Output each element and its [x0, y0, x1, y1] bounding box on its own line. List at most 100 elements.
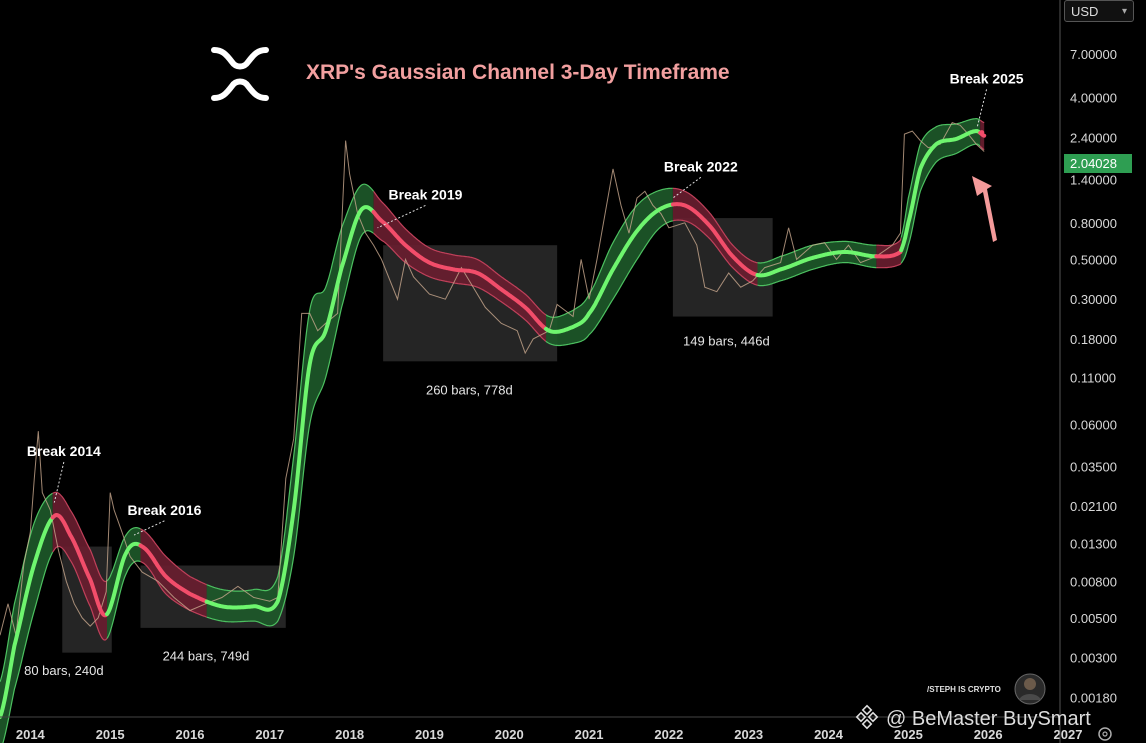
lower-band-line — [876, 262, 902, 269]
y-tick-label: 0.80000 — [1070, 216, 1117, 231]
y-tick-label: 0.00500 — [1070, 611, 1117, 626]
annotation-pointer — [976, 89, 988, 129]
y-tick-label: 7.00000 — [1070, 47, 1117, 62]
price-series — [0, 121, 985, 636]
annotation-label: Break 2022 — [664, 158, 738, 174]
bull-midline — [204, 205, 376, 612]
annotation-pointer — [672, 176, 702, 199]
x-axis: 2014 2015 2016 2017 2018 2019 2020 2021 2022 2023… — [0, 716, 1083, 742]
bear-midline — [371, 210, 548, 331]
y-tick-label: 0.30000 — [1070, 292, 1117, 307]
bear-midline — [50, 512, 109, 618]
x-tick-label: 2019 — [415, 727, 444, 742]
x-tick-label: 2014 — [16, 727, 46, 742]
x-tick-label: 2021 — [575, 727, 604, 742]
bull-midline — [105, 541, 143, 617]
upper-band-line — [900, 117, 981, 238]
x-tick-label: 2025 — [894, 727, 923, 742]
consolidation-label: 80 bars, 240d — [24, 663, 104, 678]
y-tick-label: 0.06000 — [1070, 417, 1117, 432]
y-tick-label: 0.00180 — [1070, 690, 1117, 705]
bear-band — [373, 191, 546, 342]
currency-select[interactable]: USD ▾ — [1064, 0, 1134, 22]
upper-band-line — [545, 187, 673, 318]
annotation-pointer — [53, 461, 65, 503]
binance-diamond-icon — [855, 704, 879, 730]
y-tick-label: 0.03500 — [1070, 459, 1117, 474]
bull-midline — [899, 128, 983, 253]
bear-midline — [670, 202, 760, 277]
author-avatar — [1014, 673, 1046, 705]
x-tick-label: 2015 — [96, 727, 125, 742]
lower-band-line — [140, 561, 207, 618]
x-tick-label: 2018 — [335, 727, 364, 742]
x-tick-label: 2027 — [1054, 727, 1083, 742]
upper-band-line — [52, 491, 108, 583]
consolidation-label: 244 bars, 749d — [163, 648, 250, 663]
bull-midline — [0, 515, 55, 719]
chevron-down-icon: ▾ — [1121, 5, 1127, 17]
price-line — [0, 121, 985, 636]
y-tick-label: 0.01300 — [1070, 537, 1117, 552]
x-tick-label: 2016 — [176, 727, 205, 742]
y-tick-label: 0.50000 — [1070, 252, 1117, 267]
annotation-label: Break 2014 — [27, 443, 101, 459]
arrow-icon — [972, 176, 997, 242]
lower-band-line — [52, 545, 108, 641]
bear-midline — [138, 543, 209, 604]
bull-band — [901, 118, 981, 264]
upper-band-line — [876, 237, 902, 247]
x-tick-label: 2022 — [654, 727, 683, 742]
upper-band-line — [106, 526, 141, 582]
x-tick-label: 2026 — [974, 727, 1003, 742]
y-tick-label: 0.11000 — [1070, 370, 1116, 385]
lower-band-line — [373, 232, 547, 342]
upper-band-line — [979, 119, 985, 124]
lower-band-line — [106, 560, 141, 639]
y-tick-label: 1.40000 — [1070, 172, 1117, 187]
annotation-label: Break 2016 — [127, 502, 201, 518]
x-tick-label: 2017 — [255, 727, 284, 742]
upper-band-line — [373, 191, 547, 316]
current-price-label: 2.04028 — [1070, 156, 1117, 171]
y-tick-label: 0.00800 — [1070, 574, 1117, 589]
lower-band-line — [672, 219, 758, 286]
lower-band-line — [545, 220, 674, 347]
watermark: @ BeMaster BuySmart — [855, 704, 1091, 730]
bear-midline — [874, 248, 904, 259]
annotation-label: Break 2019 — [388, 186, 462, 202]
watermark-text: @ BeMaster BuySmart — [886, 708, 1091, 730]
bear-band — [876, 237, 902, 268]
bull-midline — [755, 250, 879, 278]
author-credit: /STEPH IS CRYPTO — [927, 685, 1001, 694]
lower-band-line — [206, 230, 374, 627]
y-tick-label: 0.00300 — [1070, 651, 1117, 666]
channel-midline — [0, 128, 987, 719]
gear-icon[interactable] — [1098, 727, 1112, 741]
y-tick-label: 0.18000 — [1070, 332, 1117, 347]
bull-band — [0, 493, 53, 743]
lower-band-line — [757, 262, 877, 287]
consolidation-label: 149 bars, 446d — [683, 334, 770, 349]
lower-band-line — [900, 143, 981, 264]
xrp-logo-icon — [211, 47, 269, 101]
consolidation-label: 260 bars, 778d — [426, 383, 513, 398]
upper-band-line — [672, 187, 758, 264]
lower-band-line — [979, 145, 985, 151]
x-tick-label: 2024 — [814, 727, 844, 742]
annotation-pointer — [133, 520, 165, 536]
annotation-pointer — [377, 204, 426, 229]
bull-midline — [544, 202, 675, 334]
bull-band — [206, 184, 374, 626]
chart-title: XRP's Gaussian Channel 3-Day Timeframe — [306, 61, 730, 84]
annotations: Break 2014 Break 2016 Break 2019 Break 2022… — [27, 70, 1024, 536]
current-price-tag: 2.04028 — [1064, 154, 1132, 173]
y-tick-label: 4.00000 — [1070, 91, 1117, 106]
x-tick-label: 2023 — [734, 727, 763, 742]
upper-band-line — [206, 183, 375, 592]
y-tick-label: 2.40000 — [1070, 130, 1117, 145]
x-tick-label: 2020 — [495, 727, 524, 742]
currency-label: USD — [1071, 3, 1099, 19]
